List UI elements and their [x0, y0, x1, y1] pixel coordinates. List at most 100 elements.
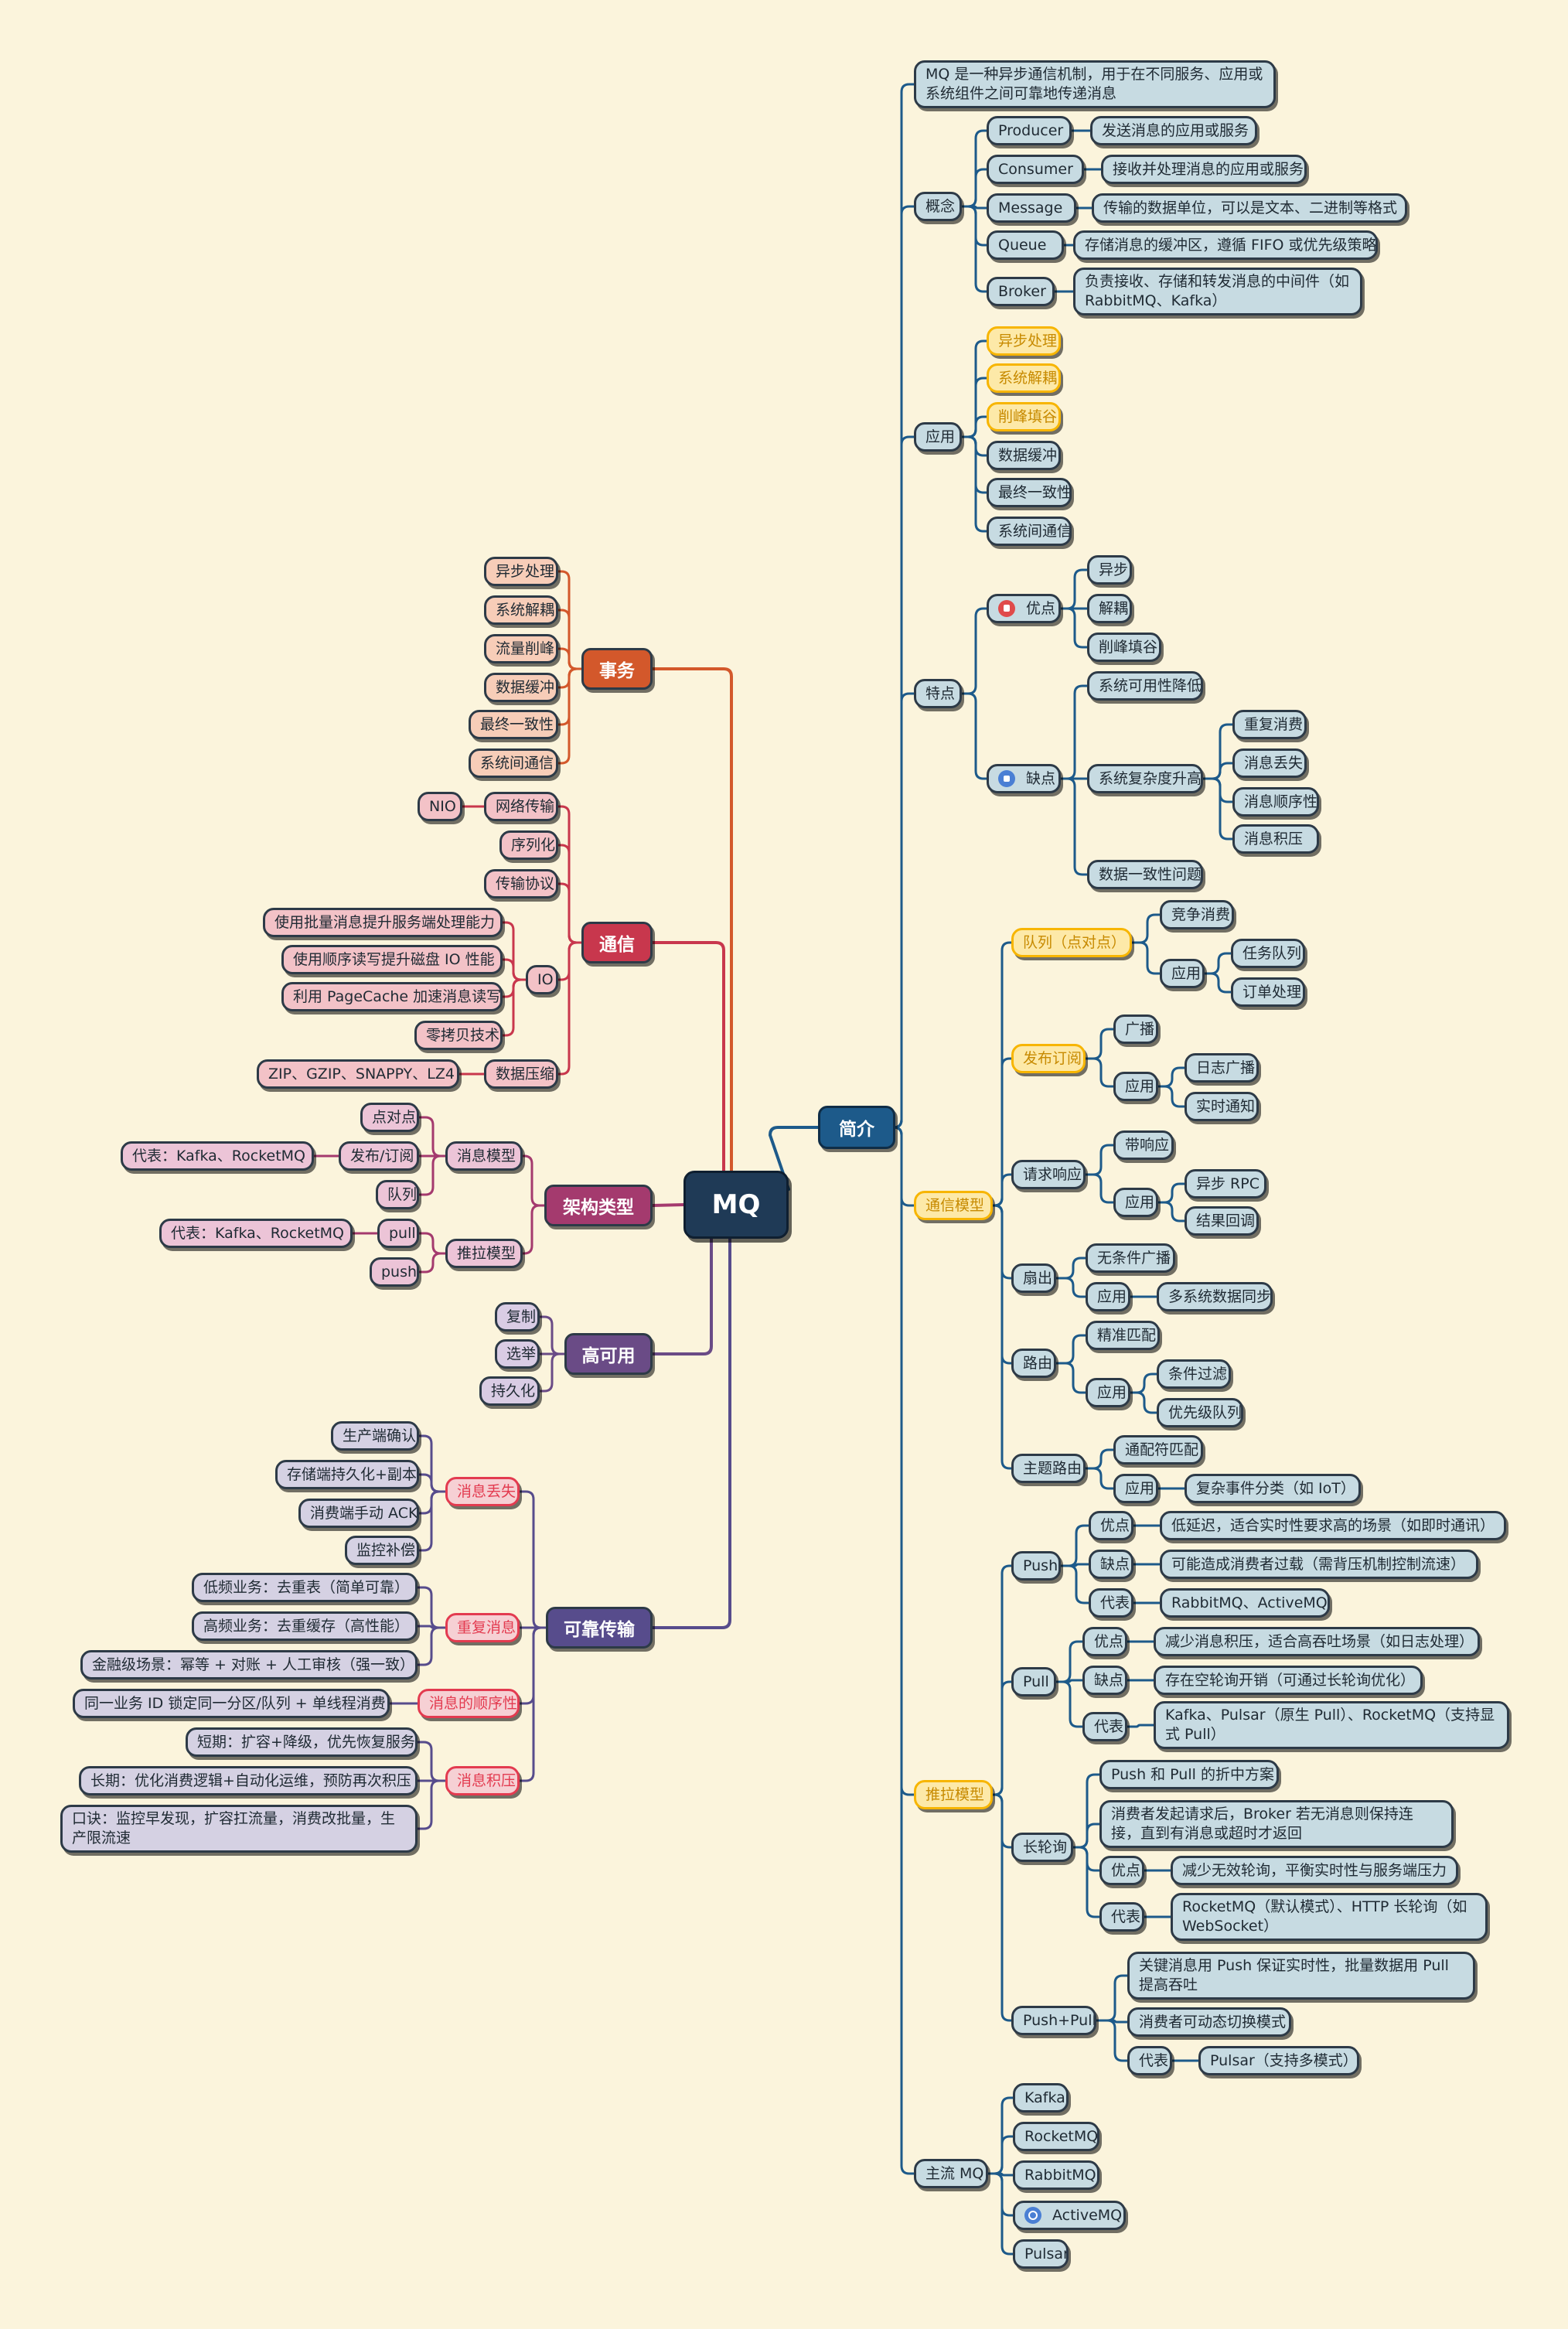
pros-item-1[interactable]: 解耦 — [1087, 594, 1132, 623]
concept-3-value[interactable]: 存储消息的缓冲区，遵循 FIFO 或优先级策略 — [1073, 230, 1378, 260]
longpoll-node[interactable]: 长轮询 — [1011, 1833, 1073, 1862]
push-pull-switch[interactable]: 消费者可动态切换模式 — [1127, 2007, 1291, 2037]
complexity-item-3[interactable]: 消息积压 — [1232, 824, 1319, 854]
concept-0-key[interactable]: Producer — [987, 116, 1072, 145]
branch-transaction[interactable]: 事务 — [581, 648, 653, 690]
arch-p2p[interactable]: 点对点 — [360, 1103, 419, 1132]
comm-io[interactable]: IO — [526, 965, 558, 994]
branch-comm[interactable]: 通信 — [581, 922, 653, 963]
complexity-item-2[interactable]: 消息顺序性 — [1232, 787, 1319, 817]
push-rep[interactable]: 代表 — [1089, 1588, 1133, 1618]
pros-item-2[interactable]: 削峰填谷 — [1087, 633, 1161, 662]
routing-app-0[interactable]: 条件过滤 — [1157, 1359, 1231, 1389]
queue-p2p-node[interactable]: 队列（点对点） — [1011, 928, 1132, 957]
longpoll-pros-text[interactable]: 减少无效轮询，平衡实时性与服务端压力 — [1171, 1856, 1458, 1885]
push-node[interactable]: Push — [1011, 1551, 1061, 1581]
routing-exact[interactable]: 精准匹配 — [1086, 1321, 1160, 1350]
arch-msg-model[interactable]: 消息模型 — [445, 1141, 523, 1171]
concept-4-key[interactable]: Broker — [987, 277, 1055, 306]
transaction-item-3[interactable]: 数据缓冲 — [484, 673, 558, 702]
ha-item-1[interactable]: 选举 — [495, 1339, 540, 1369]
ha-item-2[interactable]: 持久化 — [479, 1376, 540, 1406]
longpoll-pros[interactable]: 优点 — [1099, 1856, 1144, 1885]
reliable-order[interactable]: 消息的顺序性 — [418, 1689, 520, 1718]
push-cons-text[interactable]: 可能造成消费者过载（需背压机制控制流速） — [1160, 1550, 1478, 1579]
arch-pubsub[interactable]: 发布/订阅 — [339, 1141, 419, 1171]
concept-0-value[interactable]: 发送消息的应用或服务 — [1090, 116, 1257, 145]
comm-compress[interactable]: 数据压缩 — [484, 1059, 558, 1089]
push-pull-rep[interactable]: 代表 — [1127, 2046, 1172, 2075]
concept-4-value[interactable]: 负责接收、存储和转发消息的中间件（如 RabbitMQ、Kafka） — [1073, 268, 1362, 315]
push-pull-rep-text[interactable]: Pulsar（支持多模式） — [1198, 2046, 1359, 2075]
pubsub-node[interactable]: 发布订阅 — [1011, 1044, 1086, 1073]
concept-2-value[interactable]: 传输的数据单位，可以是文本、二进制等格式 — [1092, 193, 1407, 223]
mainstream-item-4[interactable]: Pulsar — [1013, 2239, 1069, 2269]
mainstream-node[interactable]: 主流 MQ — [914, 2159, 988, 2188]
reqresp-node[interactable]: 请求响应 — [1011, 1160, 1086, 1189]
transaction-item-0[interactable]: 异步处理 — [484, 557, 558, 586]
arch-pull-rep[interactable]: 代表：Kafka、RocketMQ — [159, 1219, 353, 1248]
pushpull-node[interactable]: 推拉模型 — [914, 1780, 993, 1809]
mainstream-item-3[interactable]: ActiveMQ — [1013, 2201, 1126, 2230]
pull-cons[interactable]: 缺点 — [1082, 1666, 1127, 1695]
pros-node[interactable]: 优点 — [987, 594, 1061, 623]
push-cons[interactable]: 缺点 — [1089, 1550, 1133, 1579]
concept-1-key[interactable]: Consumer — [987, 155, 1084, 184]
pubsub-app-1[interactable]: 实时通知 — [1185, 1092, 1259, 1121]
transaction-item-2[interactable]: 流量削峰 — [484, 634, 558, 663]
application-item-2[interactable]: 削峰填谷 — [987, 402, 1061, 431]
longpoll-desc[interactable]: 消费者发起请求后，Broker 若无消息则保持连接，直到有消息或超时才返回 — [1099, 1800, 1454, 1848]
routing-app-1[interactable]: 优先级队列 — [1157, 1398, 1243, 1427]
loss-item-3[interactable]: 监控补偿 — [345, 1536, 419, 1565]
io-item-1[interactable]: 使用顺序读写提升磁盘 IO 性能 — [281, 945, 503, 974]
application-item-4[interactable]: 最终一致性 — [987, 478, 1072, 507]
application-item-5[interactable]: 系统间通信 — [987, 517, 1072, 546]
push-rep-text[interactable]: RabbitMQ、ActiveMQ — [1160, 1588, 1330, 1618]
branch-intro[interactable]: 简介 — [818, 1106, 895, 1149]
queue-app-1[interactable]: 订单处理 — [1231, 977, 1305, 1007]
ha-item-0[interactable]: 复制 — [495, 1302, 540, 1332]
compress-algos[interactable]: ZIP、GZIP、SNAPPY、LZ4 — [257, 1059, 459, 1089]
loss-item-1[interactable]: 存储端持久化+副本 — [275, 1460, 419, 1489]
application-node[interactable]: 应用 — [914, 422, 962, 452]
reqresp-app-1[interactable]: 结果回调 — [1185, 1206, 1259, 1236]
comm-model-node[interactable]: 通信模型 — [914, 1191, 993, 1220]
complexity-item-0[interactable]: 重复消费 — [1232, 710, 1307, 739]
concept-2-key[interactable]: Message — [987, 193, 1076, 223]
reqresp-with-resp[interactable]: 带响应 — [1113, 1130, 1174, 1160]
concept-node[interactable]: 概念 — [914, 192, 962, 221]
application-item-0[interactable]: 异步处理 — [987, 326, 1061, 356]
push-pros-text[interactable]: 低延迟，适合实时性要求高的场景（如即时通讯） — [1160, 1511, 1506, 1540]
queue-app-0[interactable]: 任务队列 — [1231, 939, 1305, 968]
routing-app[interactable]: 应用 — [1086, 1378, 1130, 1407]
pull-cons-text[interactable]: 存在空轮询开销（可通过长轮询优化） — [1154, 1666, 1423, 1695]
complexity-item-1[interactable]: 消息丢失 — [1232, 748, 1307, 778]
longpoll-rep[interactable]: 代表 — [1099, 1902, 1144, 1932]
dup-item-0[interactable]: 低频业务：去重表（简单可靠） — [192, 1573, 418, 1602]
push-pull-node[interactable]: Push+Pull — [1011, 2006, 1096, 2035]
application-item-3[interactable]: 数据缓冲 — [987, 441, 1061, 470]
dup-item-2[interactable]: 金融级场景：幂等 + 对账 + 人工审核（强一致） — [80, 1650, 418, 1679]
mainstream-item-1[interactable]: RocketMQ — [1013, 2122, 1099, 2151]
backlog-item-1[interactable]: 长期：优化消费逻辑+自动化运维，预防再次积压 — [79, 1766, 418, 1795]
io-item-2[interactable]: 利用 PageCache 加速消息读写 — [281, 982, 503, 1011]
loss-item-0[interactable]: 生产端确认 — [331, 1421, 419, 1451]
io-item-3[interactable]: 零拷贝技术 — [414, 1021, 503, 1050]
dup-item-1[interactable]: 高频业务：去重缓存（高性能） — [192, 1611, 418, 1641]
mainstream-item-2[interactable]: RabbitMQ — [1013, 2160, 1099, 2190]
fanout-app[interactable]: 应用 — [1086, 1282, 1130, 1311]
queue-app[interactable]: 应用 — [1160, 959, 1205, 988]
branch-reliable[interactable]: 可靠传输 — [546, 1607, 653, 1649]
pubsub-app-0[interactable]: 日志广播 — [1185, 1053, 1259, 1083]
reliable-backlog[interactable]: 消息积压 — [445, 1766, 520, 1795]
pull-rep[interactable]: 代表 — [1082, 1712, 1127, 1741]
branch-ha[interactable]: 高可用 — [564, 1333, 653, 1375]
transaction-item-1[interactable]: 系统解耦 — [484, 595, 558, 625]
cons-consistency[interactable]: 数据一致性问题 — [1087, 860, 1203, 889]
transaction-item-5[interactable]: 系统间通信 — [469, 748, 558, 778]
fanout-node[interactable]: 扇出 — [1011, 1263, 1056, 1293]
reqresp-app-0[interactable]: 异步 RPC — [1185, 1169, 1266, 1199]
reliable-dup[interactable]: 重复消息 — [445, 1613, 520, 1642]
arch-pushpull[interactable]: 推拉模型 — [445, 1239, 523, 1268]
reqresp-app[interactable]: 应用 — [1113, 1188, 1158, 1217]
